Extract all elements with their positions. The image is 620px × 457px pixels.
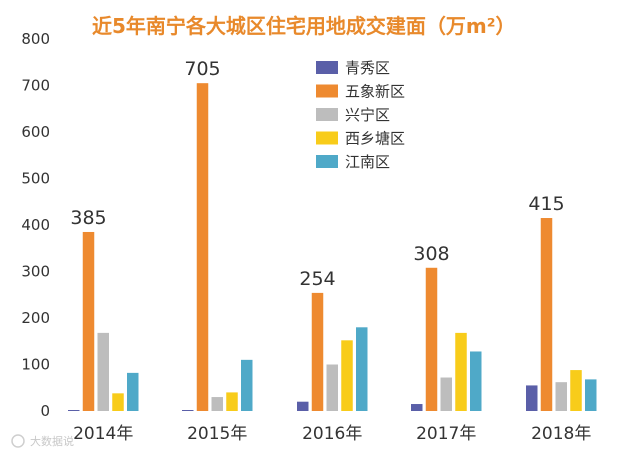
- data-labels: 385 705 254 308 415: [70, 58, 564, 290]
- legend-label: 青秀区: [345, 59, 390, 77]
- bar: [440, 377, 452, 411]
- bar: [425, 267, 438, 411]
- y-axis: 0 100 200 300 400 500 600 700 800: [21, 30, 50, 420]
- legend-swatch: [316, 61, 338, 74]
- y-tick-label: 300: [21, 263, 50, 281]
- x-tick-label: 2017年: [416, 424, 476, 444]
- bar: [311, 292, 324, 411]
- legend-label: 兴宁区: [345, 106, 390, 124]
- bars: [68, 83, 597, 412]
- bar: [68, 410, 80, 411]
- bar: [326, 364, 338, 411]
- bar: [297, 401, 309, 411]
- bar: [411, 404, 423, 411]
- x-tick-label: 2018年: [531, 424, 591, 444]
- bar: [470, 351, 482, 411]
- data-label: 705: [184, 58, 220, 80]
- legend-label: 五象新区: [345, 83, 405, 101]
- legend-swatch: [316, 155, 338, 168]
- bar: [341, 340, 353, 411]
- bar: [97, 332, 109, 411]
- bar: [211, 397, 223, 411]
- chart-title: 近5年南宁各大城区住宅用地成交建面（万m²）: [92, 14, 516, 38]
- weibo-icon: [11, 434, 25, 448]
- bar: [555, 382, 567, 411]
- y-tick-label: 500: [21, 170, 50, 188]
- bar: [127, 372, 139, 411]
- legend-label: 西乡塘区: [345, 130, 405, 148]
- bar: [356, 327, 368, 411]
- legend-swatch: [316, 84, 338, 98]
- y-tick-label: 200: [21, 309, 50, 327]
- bar: [526, 385, 538, 411]
- data-label: 254: [299, 268, 335, 290]
- legend-label: 江南区: [345, 153, 390, 171]
- legend-swatch: [316, 131, 338, 145]
- bar: [540, 218, 553, 411]
- data-label: 415: [528, 193, 564, 215]
- bar: [112, 393, 124, 411]
- bar: [455, 332, 467, 411]
- x-tick-label: 2016年: [302, 424, 362, 444]
- bar: [196, 83, 209, 412]
- y-tick-label: 100: [21, 356, 50, 374]
- data-label: 385: [70, 207, 106, 229]
- y-tick-label: 400: [21, 216, 50, 234]
- bar: [82, 231, 95, 411]
- watermark-text: 大数据说: [30, 434, 74, 448]
- watermark: 大数据说: [11, 434, 74, 448]
- y-tick-label: 0: [40, 402, 50, 420]
- data-label: 308: [413, 243, 449, 265]
- bar: [570, 370, 582, 411]
- bar: [241, 359, 253, 411]
- y-tick-label: 700: [21, 77, 50, 95]
- legend-swatch: [316, 108, 338, 121]
- x-axis: 2014年 2015年 2016年 2017年 2018年: [73, 424, 591, 444]
- y-tick-label: 600: [21, 123, 50, 141]
- bar: [182, 410, 194, 411]
- bar: [226, 392, 238, 411]
- y-tick-label: 800: [21, 30, 50, 48]
- x-tick-label: 2015年: [187, 424, 247, 444]
- bar: [585, 379, 597, 411]
- x-tick-label: 2014年: [73, 424, 133, 444]
